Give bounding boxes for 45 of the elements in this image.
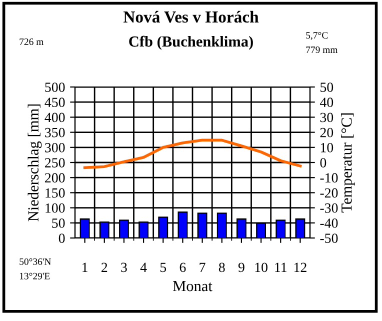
chart-title: Nová Ves v Horách	[123, 10, 259, 23]
x-tick-label: 8	[218, 262, 225, 272]
y2-tick-label: -40	[320, 218, 338, 228]
x-tick-label: 7	[200, 262, 206, 272]
y-tick-label: 250	[45, 158, 65, 168]
y2-tick-label: 30	[320, 112, 334, 122]
text: 5,7°C	[306, 32, 328, 40]
y-tick-label: 100	[46, 203, 65, 213]
y-tick-label: 450	[44, 98, 65, 108]
y-tick-label: 200	[45, 173, 65, 183]
x-tick-label: 12	[294, 262, 306, 272]
x-tick-label: 10	[255, 262, 268, 272]
y-tick-label: 0	[58, 234, 65, 243]
text: 13°29'E	[20, 272, 50, 280]
y2-tick-label: 40	[320, 98, 334, 108]
y2-tick-label: -30	[320, 203, 338, 213]
y-tick-label: 350	[45, 128, 65, 138]
text: 50°36'N	[20, 258, 51, 265]
y2-tick-label: 0	[320, 158, 326, 168]
text: 779 mm	[306, 46, 338, 54]
x-tick-label: 2	[102, 262, 108, 272]
y-axis-title: Niederschlag [mm]	[28, 104, 42, 222]
x-tick-label: 11	[275, 262, 286, 272]
text: 726 m	[20, 38, 44, 46]
y2-tick-label: -20	[320, 188, 338, 198]
y2-tick-label: 20	[320, 128, 334, 138]
y2-tick-label: -50	[320, 234, 338, 243]
y-tick-label: 500	[45, 82, 65, 92]
x-tick-label: 5	[160, 262, 166, 272]
x-tick-label: 4	[140, 262, 147, 272]
chart-subtitle: Cfb (Buchenklima)	[129, 36, 253, 50]
y2-tick-label: 50	[320, 82, 334, 92]
x-axis-title: Monat	[172, 281, 212, 292]
x-tick-label: 9	[238, 262, 244, 272]
x-tick-label: 1	[82, 262, 88, 272]
line-series	[83, 138, 302, 170]
x-tick-label: 3	[121, 262, 127, 272]
y2-tick-label: -10	[320, 173, 338, 183]
y2-axis-title: Temperatur [°C]	[341, 113, 355, 212]
y2-tick-label: 10	[320, 142, 334, 152]
y-tick-label: 50	[52, 218, 65, 228]
x-tick-label: 6	[180, 262, 186, 272]
y-tick-label: 150	[46, 188, 65, 198]
y-tick-label: 400	[44, 112, 65, 122]
y-tick-label: 300	[45, 142, 65, 152]
